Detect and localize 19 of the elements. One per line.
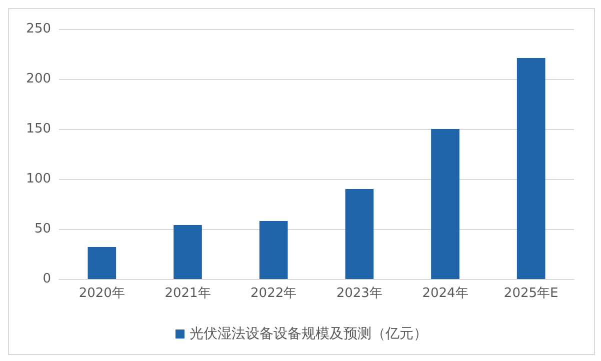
bar — [431, 129, 460, 279]
x-tick-label: 2020年 — [78, 286, 125, 301]
x-tick-label: 2024年 — [422, 286, 468, 301]
x-tick-label: 2022年 — [250, 286, 297, 301]
y-tick-label: 100 — [26, 172, 51, 186]
x-tick-label: 2021年 — [164, 286, 211, 301]
bar — [259, 221, 288, 279]
bar — [88, 247, 116, 279]
x-tick-label: 2025年E — [504, 286, 558, 301]
y-tick-label: 200 — [26, 72, 51, 86]
y-tick-label: 50 — [34, 222, 51, 236]
y-tick-label: 250 — [26, 22, 51, 36]
bar — [345, 189, 374, 279]
bar — [516, 58, 546, 279]
bar — [174, 225, 202, 279]
legend-label: 光伏湿法设备设备规模及预测（亿元） — [190, 326, 428, 342]
x-tick-label: 2023年 — [336, 286, 382, 301]
y-tick-label: 0 — [42, 272, 51, 286]
y-tick-label: 150 — [26, 122, 51, 136]
